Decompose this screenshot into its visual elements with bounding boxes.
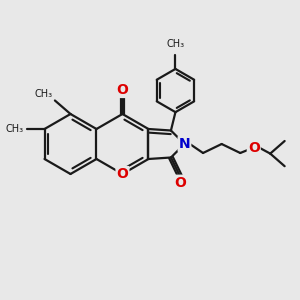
Text: CH₃: CH₃ [34,89,52,99]
Text: O: O [116,83,128,97]
Text: O: O [174,176,186,190]
Text: CH₃: CH₃ [6,124,24,134]
Text: O: O [248,141,260,154]
Text: CH₃: CH₃ [167,39,184,50]
Text: O: O [116,167,128,181]
Text: N: N [178,137,190,151]
